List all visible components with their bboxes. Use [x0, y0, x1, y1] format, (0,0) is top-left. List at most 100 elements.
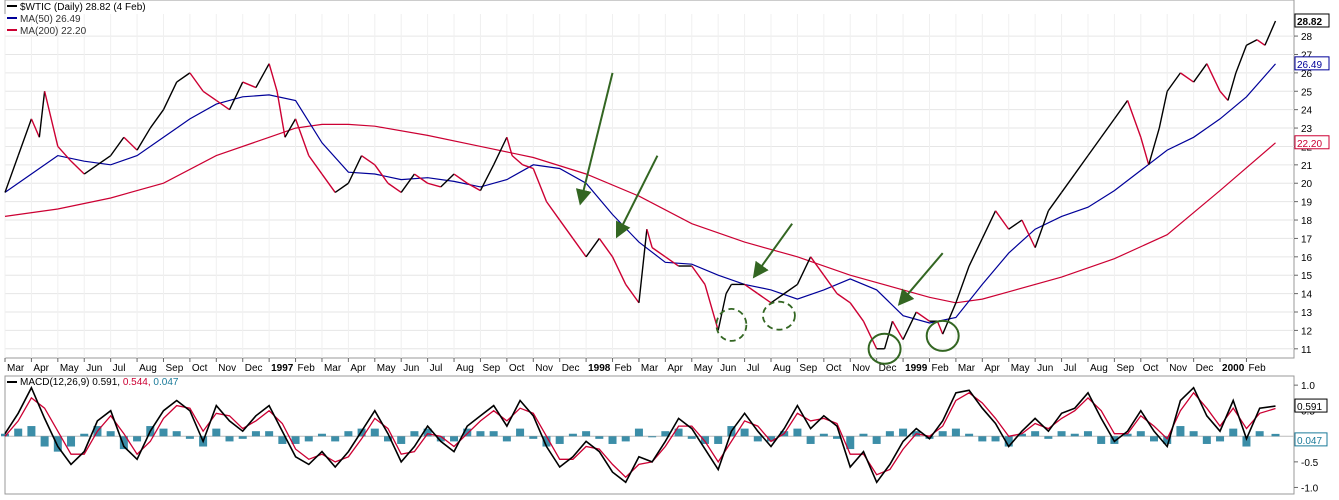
price-segment: [427, 182, 442, 188]
price-segment: [915, 311, 930, 322]
ma200-line: [4, 123, 1276, 304]
legend-label-1: MA(50) 26.49: [20, 14, 81, 25]
x-tick-label: Sep: [799, 363, 817, 374]
price-y-tick-label: 28: [1301, 32, 1313, 43]
price-segment: [1264, 20, 1277, 46]
macd-hist-bar: [938, 431, 947, 437]
price-segment: [294, 118, 310, 156]
annotation-dashed-circle-1: [762, 300, 796, 331]
price-segment: [215, 99, 230, 111]
macd-hist-bar: [767, 436, 776, 442]
ma50-line: [4, 63, 1276, 324]
macd-hist-bar: [1083, 431, 1092, 437]
price-segment: [374, 164, 389, 184]
macd-y-tick-label: -0.5: [1301, 458, 1319, 469]
macd-hist-bar: [251, 431, 260, 437]
price-segment: [1193, 63, 1208, 83]
x-tick-label: May: [377, 363, 396, 374]
price-segment: [4, 155, 19, 193]
ma200-last-tag-text: 22.20: [1297, 139, 1322, 150]
macd-hist-bar: [1242, 436, 1251, 447]
price-segment: [796, 256, 812, 285]
x-tick-label: Jul: [430, 363, 443, 374]
macd-hist-bar: [885, 431, 894, 437]
x-tick-label: Sep: [482, 363, 500, 374]
macd-hist-bar: [872, 436, 881, 444]
price-segment: [493, 136, 508, 166]
price-y-tick-label: 25: [1301, 87, 1313, 98]
price-y-tick-label: 27: [1301, 50, 1313, 61]
macd-hist-bar: [634, 428, 643, 437]
price-y-tick-label: 17: [1301, 234, 1313, 245]
price-segment: [849, 302, 865, 322]
price-segment: [149, 109, 165, 129]
macd-hist-bar: [714, 436, 723, 444]
price-y-tick-label: 18: [1301, 216, 1313, 227]
x-tick-label: May: [60, 363, 79, 374]
price-segment: [308, 155, 323, 175]
price-segment: [1227, 72, 1237, 101]
x-tick-label: May: [694, 363, 713, 374]
price-segment: [347, 155, 363, 184]
price-y-tick-label: 24: [1301, 106, 1313, 117]
macd-hist-bar: [674, 428, 683, 437]
macd-hist-bar: [965, 433, 974, 437]
macd-hist-bar: [1123, 433, 1132, 437]
price-segment: [440, 173, 455, 188]
x-tick-label: Apr: [33, 363, 49, 374]
macd-hist-bar: [846, 436, 855, 450]
macd-hist-bar: [661, 431, 670, 437]
x-tick-label: Oct: [509, 363, 525, 374]
annotation-arrow-3: [897, 252, 944, 306]
x-tick-label: Mar: [641, 363, 659, 374]
macd-hist-bar: [317, 433, 326, 437]
x-tick-label: Apr: [350, 363, 366, 374]
x-tick-label: May: [1011, 363, 1030, 374]
price-segment: [57, 145, 72, 162]
price-segment: [334, 182, 349, 194]
price-segment: [276, 91, 286, 138]
macd-hist-bar: [582, 431, 591, 437]
price-segment: [823, 274, 838, 295]
macd-hist-bar: [833, 436, 842, 439]
price-y-tick-label: 14: [1301, 290, 1313, 301]
price-segment: [400, 173, 415, 193]
price-last-tag-text: 28.82: [1297, 17, 1322, 28]
macd-last-tag-box: [1294, 398, 1328, 413]
macd-hist-bar: [265, 431, 274, 437]
macd-signal-line: [4, 391, 1276, 479]
price-segment: [1021, 219, 1036, 248]
price-segment: [1087, 136, 1102, 157]
price-segment: [1158, 91, 1168, 129]
macd-hist-bar: [1229, 428, 1238, 437]
price-y-tick-label: 21: [1301, 161, 1313, 172]
price-y-tick-label: 15: [1301, 271, 1313, 282]
macd-hist-bar: [700, 436, 709, 444]
macd-hist-bar: [793, 428, 802, 437]
macd-hist-bar: [476, 431, 485, 437]
price-segment: [545, 201, 561, 221]
macd-hist-bar: [1202, 436, 1211, 444]
price-segment: [189, 72, 204, 92]
hist-last-tag-box: [1294, 432, 1328, 447]
x-tick-label: Feb: [615, 363, 633, 374]
price-y-tick-label: 11: [1301, 345, 1312, 356]
x-tick-label: Apr: [667, 363, 683, 374]
price-segment: [1126, 100, 1142, 138]
price-segment: [1100, 118, 1115, 138]
x-tick-label: Feb: [298, 363, 316, 374]
legend-label-2: MA(200) 22.20: [20, 26, 87, 37]
x-tick-label: Dec: [562, 363, 580, 374]
macd-hist-bar: [304, 436, 313, 442]
price-segment: [725, 284, 732, 294]
price-y-tick-label: 12: [1301, 326, 1313, 337]
macd-hist-bar: [238, 436, 247, 439]
x-tick-label: 1998: [588, 363, 611, 374]
macd-hist-bar: [1070, 433, 1079, 437]
macd-hist-bar: [991, 436, 1000, 442]
price-segment: [1140, 137, 1150, 166]
price-segment: [942, 302, 957, 335]
price-segment: [30, 118, 40, 138]
price-segment: [1034, 210, 1050, 248]
